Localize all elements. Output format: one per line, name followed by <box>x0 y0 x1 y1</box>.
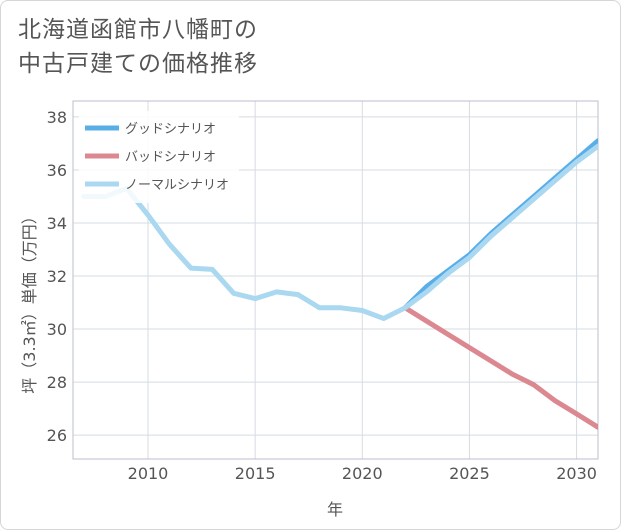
legend-item-2[interactable]: ノーマルシナリオ <box>85 178 229 193</box>
plot-series-group <box>81 138 598 430</box>
series-line-1 <box>402 305 598 430</box>
x-tick-label-2030: 2030 <box>556 464 597 483</box>
series-layer <box>81 138 598 430</box>
y-tick-label-30: 30 <box>47 320 67 339</box>
x-tick-label-2020: 2020 <box>342 464 383 483</box>
legend-item-1[interactable]: バッドシナリオ <box>85 150 216 165</box>
chart-title-line1: 北海道函館市八幡町の <box>18 17 258 43</box>
y-tick-label-32: 32 <box>47 267 67 286</box>
y-tick-label-26: 26 <box>47 426 67 445</box>
legend-label-1: バッドシナリオ <box>125 150 216 165</box>
y-tick-label-34: 34 <box>47 214 67 233</box>
legend-label-0: グッドシナリオ <box>125 122 216 137</box>
plot-area-border <box>72 100 599 460</box>
legend-item-0[interactable]: グッドシナリオ <box>85 122 216 137</box>
series-line-2 <box>81 143 598 321</box>
x-tick-label-2010: 2010 <box>128 464 169 483</box>
y-tick-label-36: 36 <box>47 161 67 180</box>
x-tick-label-2025: 2025 <box>449 464 490 483</box>
y-axis-title: 坪（3.3㎡）単価（万円） <box>20 208 39 393</box>
chart-title-line2: 中古戸建ての価格推移 <box>18 51 258 77</box>
legend-label-2: ノーマルシナリオ <box>125 178 229 193</box>
chart-title: 北海道函館市八幡町の 中古戸建ての価格推移 <box>18 13 258 81</box>
y-tick-label-38: 38 <box>47 108 67 127</box>
x-tick-label-2015: 2015 <box>235 464 276 483</box>
tick-labels: 2010 2015 2020 2025 2030 26 28 30 32 34 36 38 <box>47 108 597 483</box>
x-axis-title: 年 <box>327 500 343 519</box>
y-tick-label-28: 28 <box>47 373 67 392</box>
